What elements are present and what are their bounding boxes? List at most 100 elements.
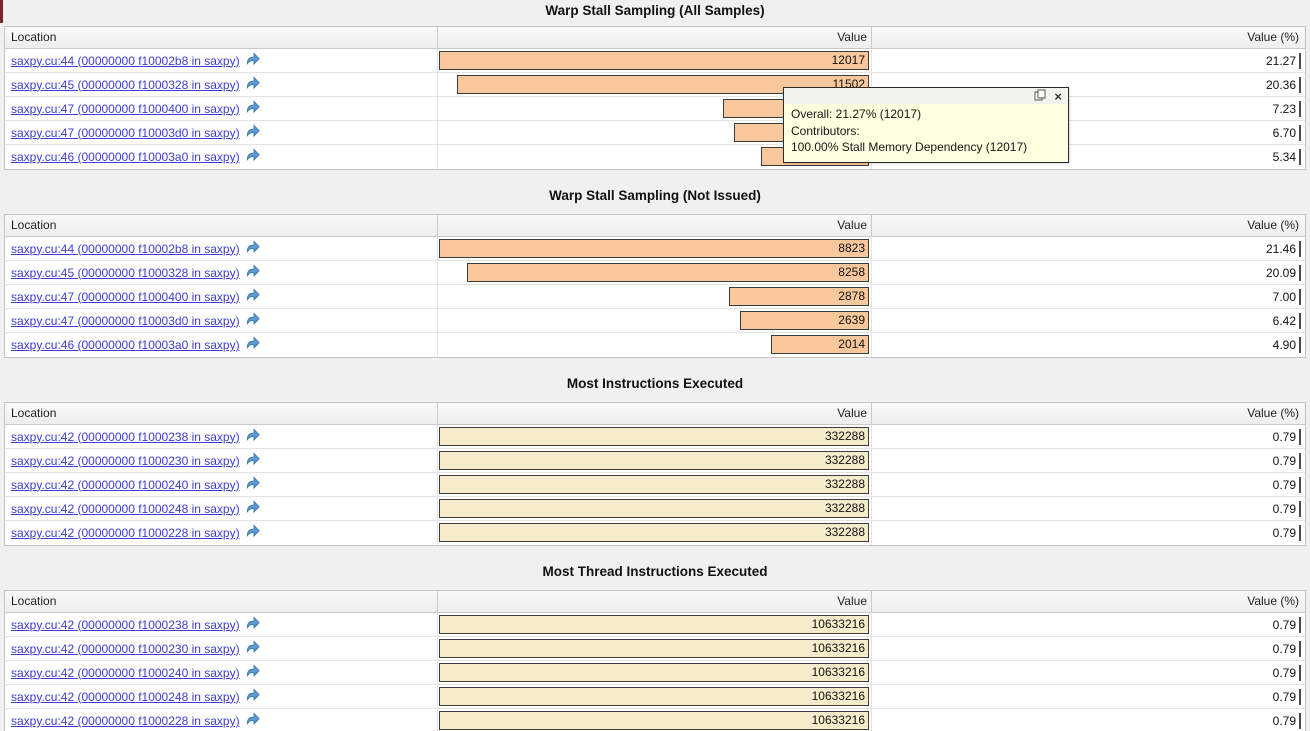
jump-to-source-icon[interactable] <box>246 336 260 354</box>
location-cell: saxpy.cu:42 (00000000 f1000240 in saxpy) <box>5 473 438 496</box>
jump-to-source-icon[interactable] <box>246 475 260 494</box>
location-link[interactable]: saxpy.cu:42 (00000000 f1000248 in saxpy) <box>11 501 240 516</box>
value-bar[interactable]: 10633216 <box>439 687 869 706</box>
table-header-row: Location Value Value (%) <box>5 591 1305 613</box>
jump-to-source-icon[interactable] <box>246 311 260 330</box>
report-section: Warp Stall Sampling (All Samples) Locatio… <box>0 1 1310 170</box>
value-bar[interactable]: 2639 <box>740 311 869 330</box>
copy-icon[interactable] <box>1034 89 1046 104</box>
table-title: Warp Stall Sampling (Not Issued) <box>549 188 761 203</box>
jump-to-source-icon[interactable] <box>246 263 260 282</box>
value-pct-text: 0.79 <box>1273 664 1301 681</box>
table-row: saxpy.cu:42 (00000000 f1000240 in saxpy)… <box>5 661 1305 685</box>
value-cell: 2014 <box>438 333 872 357</box>
table-title: Most Instructions Executed <box>566 376 744 391</box>
location-link[interactable]: saxpy.cu:47 (00000000 f1000400 in saxpy) <box>11 289 240 304</box>
tooltip-overall-line: Overall: 21.27% (12017) <box>791 107 922 121</box>
value-bar[interactable]: 10633216 <box>439 639 869 658</box>
report-section: Most Instructions Executed Location Value V… <box>0 374 1310 546</box>
value-bar[interactable]: 12017 <box>439 51 869 70</box>
jump-to-source-icon[interactable] <box>246 499 260 518</box>
location-link[interactable]: saxpy.cu:46 (00000000 f10003a0 in saxpy) <box>11 150 240 164</box>
value-bar[interactable]: 332288 <box>439 523 869 542</box>
jump-to-source-icon[interactable] <box>246 639 260 658</box>
table-title: Most Thread Instructions Executed <box>542 564 768 579</box>
jump-to-source-icon[interactable] <box>246 615 260 634</box>
location-link[interactable]: saxpy.cu:42 (00000000 f1000238 in saxpy) <box>11 429 240 444</box>
location-cell: saxpy.cu:42 (00000000 f1000248 in saxpy) <box>5 685 438 708</box>
location-link[interactable]: saxpy.cu:42 (00000000 f1000248 in saxpy) <box>11 689 240 704</box>
value-bar[interactable]: 2878 <box>729 287 869 306</box>
location-link[interactable]: saxpy.cu:47 (00000000 f10003d0 in saxpy) <box>11 125 240 140</box>
value-cell: 10633216 <box>438 709 872 731</box>
report-section: Most Thread Instructions Executed Locatio… <box>0 562 1310 731</box>
value-pct-text: 0.79 <box>1273 476 1301 493</box>
jump-to-source-icon[interactable] <box>246 712 260 730</box>
column-header-value-pct: Value (%) <box>1247 594 1299 608</box>
location-link[interactable]: saxpy.cu:44 (00000000 f10002b8 in saxpy) <box>11 241 240 256</box>
value-pct-text: 0.79 <box>1273 713 1301 729</box>
location-link[interactable]: saxpy.cu:42 (00000000 f1000228 in saxpy) <box>11 714 240 728</box>
location-link[interactable]: saxpy.cu:42 (00000000 f1000230 in saxpy) <box>11 453 240 468</box>
value-cell: 332288 <box>438 473 872 496</box>
location-cell: saxpy.cu:42 (00000000 f1000248 in saxpy) <box>5 497 438 520</box>
value-pct-text: 6.70 <box>1273 124 1301 141</box>
value-bar[interactable]: 10633216 <box>439 711 869 730</box>
location-link[interactable]: saxpy.cu:44 (00000000 f10002b8 in saxpy) <box>11 53 240 68</box>
table-header-row: Location Value Value (%) <box>5 215 1305 237</box>
value-bar[interactable]: 332288 <box>439 451 869 470</box>
location-cell: saxpy.cu:47 (00000000 f1000400 in saxpy) <box>5 97 438 120</box>
jump-to-source-icon[interactable] <box>246 663 260 682</box>
value-pct-cell: 6.70 <box>872 121 1305 144</box>
tooltip-body: Overall: 21.27% (12017) Contributors: 10… <box>784 104 1068 162</box>
value-bar[interactable]: 332288 <box>439 499 869 518</box>
value-cell: 332288 <box>438 425 872 448</box>
close-icon[interactable]: × <box>1054 89 1062 104</box>
location-cell: saxpy.cu:42 (00000000 f1000230 in saxpy) <box>5 449 438 472</box>
value-bar[interactable]: 2014 <box>771 335 869 354</box>
location-link[interactable]: saxpy.cu:42 (00000000 f1000240 in saxpy) <box>11 477 240 492</box>
jump-to-source-icon[interactable] <box>246 687 260 706</box>
jump-to-source-icon[interactable] <box>246 123 260 142</box>
location-cell: saxpy.cu:42 (00000000 f1000228 in saxpy) <box>5 709 438 731</box>
location-link[interactable]: saxpy.cu:45 (00000000 f1000328 in saxpy) <box>11 265 240 280</box>
jump-to-source-icon[interactable] <box>246 524 260 542</box>
value-pct-cell: 0.79 <box>872 449 1305 472</box>
table-row: saxpy.cu:42 (00000000 f1000230 in saxpy)… <box>5 637 1305 661</box>
value-cell: 10633216 <box>438 637 872 660</box>
location-cell: saxpy.cu:46 (00000000 f10003a0 in saxpy) <box>5 145 438 169</box>
value-bar[interactable]: 8823 <box>439 239 869 258</box>
tooltip-contributors-line: Contributors: <box>791 123 860 138</box>
value-bar[interactable]: 332288 <box>439 427 869 446</box>
value-bar[interactable]: 332288 <box>439 475 869 494</box>
jump-to-source-icon[interactable] <box>246 148 260 166</box>
column-header-location: Location <box>5 591 438 612</box>
jump-to-source-icon[interactable] <box>246 51 260 70</box>
value-bar[interactable]: 10633216 <box>439 663 869 682</box>
column-header-value: Value <box>438 403 872 424</box>
location-link[interactable]: saxpy.cu:46 (00000000 f10003a0 in saxpy) <box>11 338 240 352</box>
jump-to-source-icon[interactable] <box>246 239 260 258</box>
value-bar[interactable]: 10633216 <box>439 615 869 634</box>
jump-to-source-icon[interactable] <box>246 287 260 306</box>
value-bar[interactable]: 8258 <box>467 263 869 282</box>
location-link[interactable]: saxpy.cu:42 (00000000 f1000228 in saxpy) <box>11 526 240 540</box>
location-link[interactable]: saxpy.cu:47 (00000000 f1000400 in saxpy) <box>11 101 240 116</box>
jump-to-source-icon[interactable] <box>246 75 260 94</box>
table-title: Warp Stall Sampling (All Samples) <box>545 3 765 18</box>
location-link[interactable]: saxpy.cu:42 (00000000 f1000230 in saxpy) <box>11 641 240 656</box>
jump-to-source-icon[interactable] <box>246 427 260 446</box>
value-pct-cell: 0.79 <box>872 521 1305 545</box>
jump-to-source-icon[interactable] <box>246 451 260 470</box>
table-row: saxpy.cu:42 (00000000 f1000248 in saxpy)… <box>5 497 1305 521</box>
value-cell: 332288 <box>438 521 872 545</box>
value-pct-cell: 7.00 <box>872 285 1305 308</box>
location-link[interactable]: saxpy.cu:42 (00000000 f1000240 in saxpy) <box>11 665 240 680</box>
tooltip: × Overall: 21.27% (12017) Contributors: … <box>783 87 1069 163</box>
location-link[interactable]: saxpy.cu:42 (00000000 f1000238 in saxpy) <box>11 617 240 632</box>
location-cell: saxpy.cu:46 (00000000 f10003a0 in saxpy) <box>5 333 438 357</box>
location-link[interactable]: saxpy.cu:47 (00000000 f10003d0 in saxpy) <box>11 313 240 328</box>
jump-to-source-icon[interactable] <box>246 99 260 118</box>
location-link[interactable]: saxpy.cu:45 (00000000 f1000328 in saxpy) <box>11 77 240 92</box>
value-pct-cell: 0.79 <box>872 685 1305 708</box>
